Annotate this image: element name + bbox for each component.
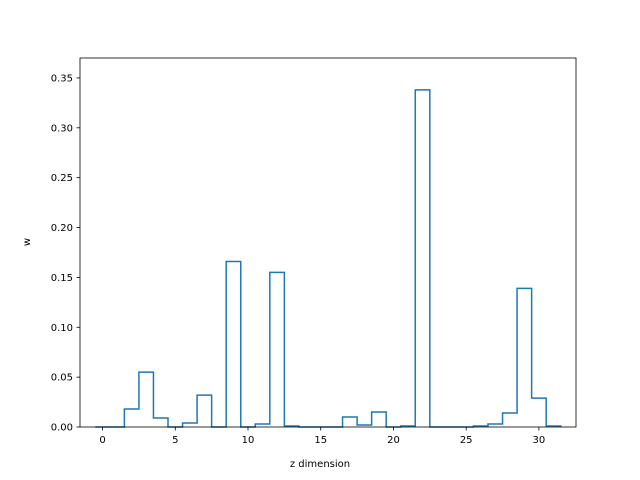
bar-z-30 xyxy=(532,398,547,427)
x-axis: 0 5 10 15 20 25 30 xyxy=(99,427,545,446)
plot-area xyxy=(79,57,577,428)
bar-z-4 xyxy=(153,418,168,427)
x-axis-label: z dimension xyxy=(290,459,350,470)
bar-z-19 xyxy=(372,412,387,427)
y-tick-label: 0.35 xyxy=(51,73,73,84)
bar-z-11 xyxy=(255,424,270,427)
axes-frame xyxy=(79,57,577,428)
y-tick-label: 0.25 xyxy=(51,173,73,184)
bar-z-29 xyxy=(517,288,532,427)
bar-z-17 xyxy=(343,417,358,427)
x-tick-label: 5 xyxy=(172,435,178,446)
x-tick-label: 20 xyxy=(387,435,400,446)
x-tick-label: 15 xyxy=(314,435,327,446)
y-tick-label: 0.20 xyxy=(51,223,73,234)
bar-z-22 xyxy=(415,90,430,427)
bar-z-2 xyxy=(124,409,139,427)
y-tick-label: 0.05 xyxy=(51,373,73,384)
y-tick-label: 0.10 xyxy=(51,323,73,334)
x-tick-label: 30 xyxy=(533,435,546,446)
x-tick-label: 0 xyxy=(99,435,105,446)
bar-z-9 xyxy=(226,261,241,427)
y-tick-label: 0.15 xyxy=(51,273,73,284)
bar-z-28 xyxy=(503,413,518,427)
y-tick-label: 0.30 xyxy=(51,123,73,134)
x-tick-label: 25 xyxy=(460,435,473,446)
y-tick-label: 0.00 xyxy=(51,423,73,434)
bar-z-27 xyxy=(488,424,503,427)
y-axis-label: w xyxy=(22,238,33,246)
bar-z-7 xyxy=(197,395,212,427)
bar-z-12 xyxy=(270,272,285,427)
bar-z-6 xyxy=(183,423,198,427)
bar-z-3 xyxy=(139,372,154,427)
y-axis: 0.00 0.05 0.10 0.15 0.20 0.25 0.30 0.35 xyxy=(51,73,80,434)
x-tick-label: 10 xyxy=(242,435,255,446)
